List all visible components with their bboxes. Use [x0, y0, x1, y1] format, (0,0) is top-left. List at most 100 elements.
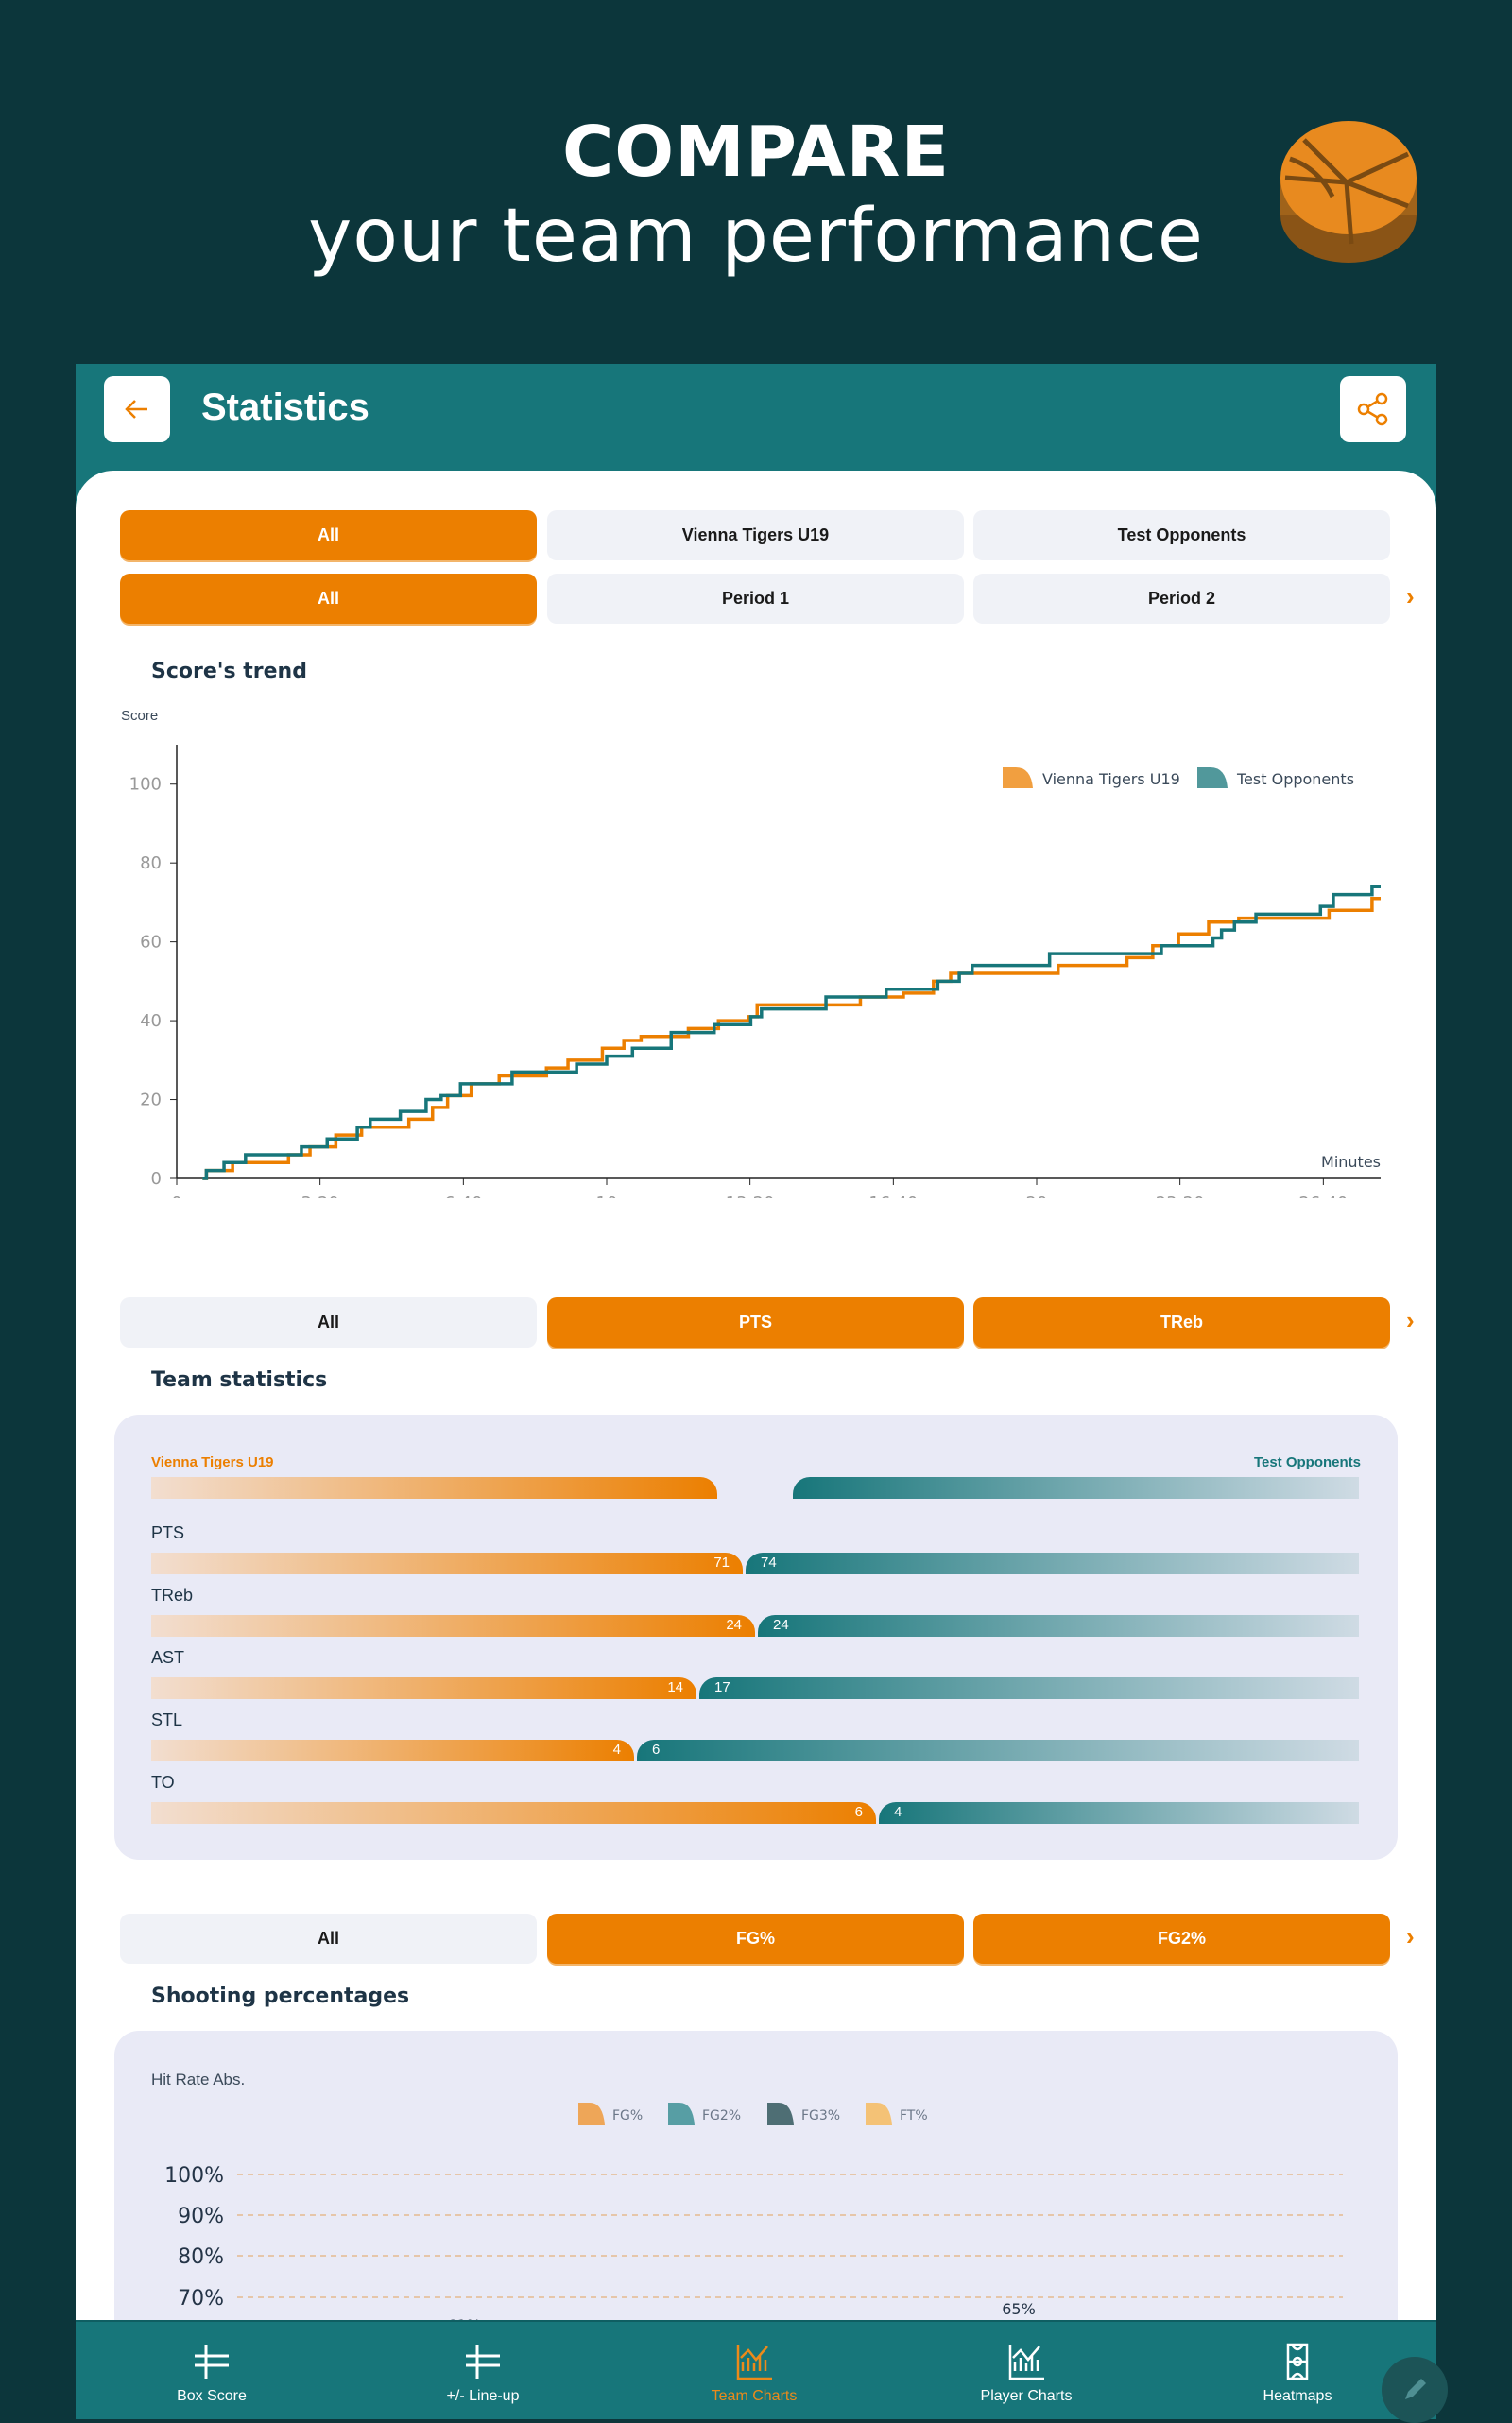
bottom-nav: Box Score +/- Line-up Team Charts Player… — [76, 2320, 1436, 2419]
x-tick-label: 10 — [596, 1194, 618, 1198]
y-tick-label: 80% — [178, 2245, 224, 2269]
stat-label: TReb — [151, 1586, 194, 1605]
content-card: All Vienna Tigers U19 Test Opponents All… — [76, 471, 1436, 2419]
home-stat-value: 24 — [726, 1617, 742, 1633]
x-tick-label: 16:40 — [868, 1194, 918, 1198]
share-icon — [1357, 392, 1388, 426]
legend-swatch-icon — [866, 2103, 892, 2125]
score-line-0 — [202, 896, 1381, 1180]
nav-player-charts[interactable]: Player Charts — [932, 2322, 1121, 2421]
legend-swatch-icon — [767, 2103, 794, 2125]
shooting-filter-fg2[interactable]: FG2% — [973, 1914, 1390, 1964]
nav-team-charts[interactable]: Team Charts — [660, 2322, 849, 2421]
chevron-right-icon[interactable]: › — [1406, 1306, 1415, 1334]
legend-swatch-icon — [1003, 767, 1033, 788]
legend-swatch-icon — [1197, 767, 1228, 788]
home-stat-bar: 71 — [151, 1553, 743, 1574]
period-filter-2[interactable]: Period 2 — [973, 574, 1390, 624]
legend-swatch-icon — [668, 2103, 695, 2125]
away-stat-value: 24 — [773, 1617, 789, 1633]
share-button[interactable] — [1340, 376, 1406, 442]
home-stat-bar: 14 — [151, 1677, 696, 1699]
y-tick-label: 60 — [140, 933, 162, 953]
x-tick-label: 3:20 — [301, 1194, 338, 1198]
nav-box-score[interactable]: Box Score — [117, 2322, 306, 2421]
shooting-chart: FG%FG2%FG3%FT%100%90%80%70%60%61%65%58% — [164, 2103, 1343, 2346]
y-tick-label: 20 — [140, 1091, 162, 1110]
y-tick-label: 100 — [129, 775, 162, 795]
stat-filter-pts[interactable]: PTS — [547, 1297, 964, 1348]
home-team-label: Vienna Tigers U19 — [151, 1454, 274, 1470]
edit-fab-button[interactable] — [1382, 2357, 1448, 2423]
home-stat-value: 6 — [854, 1804, 863, 1820]
period-filter-1[interactable]: Period 1 — [547, 574, 964, 624]
score-trend-chart: Score 0 20 40 60 80 100 0 3:20 6:40 10 13:20 16:40 20… — [121, 708, 1381, 1198]
away-legend-bar — [793, 1477, 1359, 1499]
stat-label: TO — [151, 1773, 175, 1792]
legend-label: FT% — [900, 2108, 928, 2123]
y-tick-label: 90% — [178, 2205, 224, 2228]
team-charts-icon — [736, 2345, 772, 2380]
team-filter-home[interactable]: Vienna Tigers U19 — [547, 510, 964, 560]
pencil-icon — [1405, 2379, 1426, 2399]
legend-swatch-icon — [578, 2103, 605, 2125]
nav-heatmaps[interactable]: Heatmaps — [1203, 2322, 1392, 2421]
bar-value-label: 65% — [1002, 2300, 1036, 2318]
away-stat-value: 4 — [894, 1804, 902, 1820]
hero-title: COMPARE — [561, 112, 951, 193]
period-filter-all[interactable]: All — [120, 574, 537, 624]
box-score-icon — [195, 2345, 229, 2379]
x-tick-label: 13:20 — [726, 1194, 775, 1198]
away-stat-bar: 6 — [637, 1740, 1359, 1761]
legend-label: Test Opponents — [1236, 770, 1354, 788]
lineup-icon — [466, 2345, 500, 2379]
heatmaps-icon — [1286, 2343, 1309, 2380]
player-charts-icon — [1008, 2345, 1044, 2380]
nav-lineup[interactable]: +/- Line-up — [388, 2322, 577, 2421]
chevron-right-icon[interactable]: › — [1406, 582, 1415, 610]
stat-filter-all[interactable]: All — [120, 1297, 537, 1348]
statistics-screen: Statistics All Vienna Tigers U19 Test Op… — [76, 364, 1436, 2419]
shooting-title: Shooting percentages — [151, 1985, 410, 2008]
y-tick-label: 0 — [151, 1169, 162, 1189]
home-stat-bar: 24 — [151, 1615, 755, 1637]
nav-label: Box Score — [177, 2388, 247, 2404]
x-tick-label: 6:40 — [444, 1194, 482, 1198]
away-stat-value: 6 — [652, 1742, 661, 1758]
nav-label: +/- Line-up — [446, 2388, 520, 2404]
home-stat-bar: 6 — [151, 1802, 876, 1824]
shooting-filter-all[interactable]: All — [120, 1914, 537, 1964]
nav-label: Player Charts — [980, 2388, 1073, 2404]
home-stat-value: 71 — [713, 1555, 730, 1571]
stat-filter-treb[interactable]: TReb — [973, 1297, 1390, 1348]
team-filter-all[interactable]: All — [120, 510, 537, 560]
shooting-filter-fg[interactable]: FG% — [547, 1914, 964, 1964]
legend-label: FG2% — [702, 2108, 741, 2123]
away-stat-bar: 17 — [699, 1677, 1359, 1699]
chevron-right-icon[interactable]: › — [1406, 1922, 1415, 1950]
team-filter-away[interactable]: Test Opponents — [973, 510, 1390, 560]
y-tick-label: 40 — [140, 1011, 162, 1031]
team-stats-title: Team statistics — [151, 1368, 328, 1392]
stat-label: PTS — [151, 1523, 185, 1542]
y-tick-label: 80 — [140, 853, 162, 873]
legend-label: Vienna Tigers U19 — [1042, 770, 1180, 788]
y-axis-label: Score — [121, 708, 158, 724]
hit-rate-label: Hit Rate Abs. — [151, 2071, 246, 2088]
home-stat-value: 4 — [612, 1742, 621, 1758]
home-legend-bar — [151, 1477, 717, 1499]
page-title: Statistics — [201, 387, 369, 428]
x-tick-label: 26:40 — [1298, 1194, 1348, 1198]
away-stat-value: 74 — [761, 1555, 777, 1571]
back-button[interactable] — [104, 376, 170, 442]
score-line-1 — [202, 885, 1381, 1180]
nav-label: Team Charts — [711, 2388, 798, 2404]
score-trend-title: Score's trend — [151, 660, 307, 683]
nav-label: Heatmaps — [1263, 2388, 1332, 2404]
x-axis-label: Minutes — [1321, 1153, 1381, 1171]
away-stat-bar: 24 — [758, 1615, 1359, 1637]
home-stat-bar: 4 — [151, 1740, 634, 1761]
away-stat-bar: 74 — [746, 1553, 1359, 1574]
x-tick-label: 20 — [1026, 1194, 1048, 1198]
basketball-pie-logo-icon — [1280, 121, 1417, 263]
